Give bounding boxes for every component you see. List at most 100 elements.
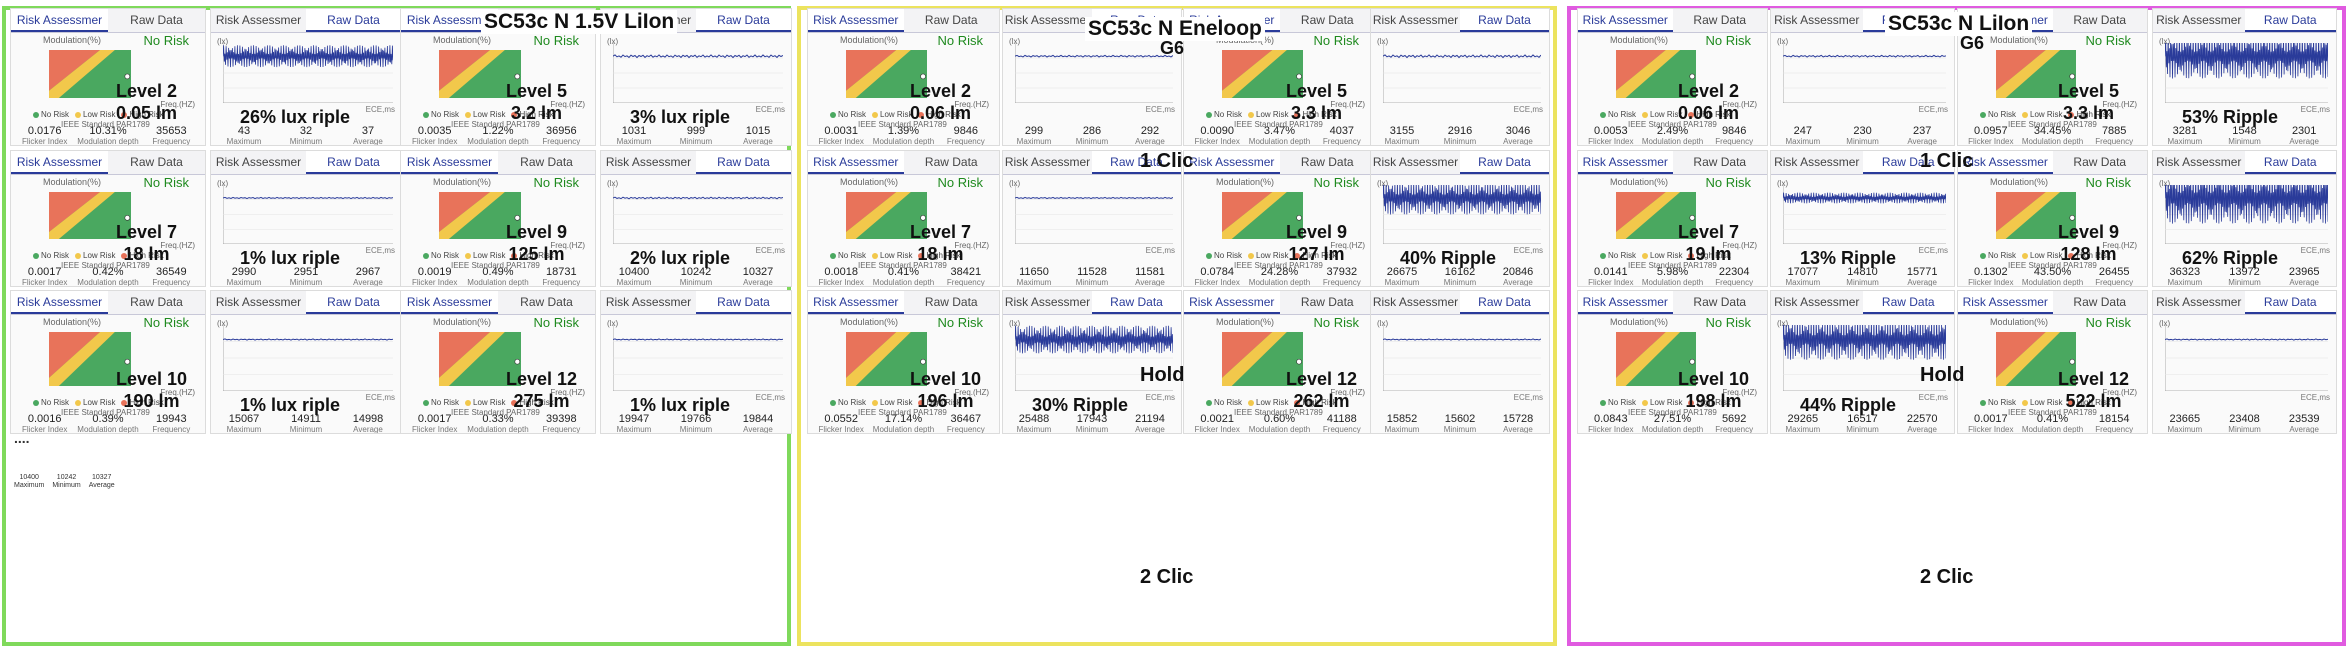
tab-risk-assessor[interactable]: Risk Assessmer xyxy=(605,295,692,309)
ripple-annotation: 13% Ripple xyxy=(1800,248,1897,268)
tab-raw-data[interactable]: Raw Data xyxy=(2244,151,2336,174)
tab-risk-assessor[interactable]: Risk Assessmer xyxy=(1184,291,1280,314)
tab-risk-assessor[interactable]: Risk Assessmer xyxy=(1774,13,1860,27)
tab-risk-assessor[interactable]: Risk Assessmer xyxy=(1372,155,1459,169)
tab-raw-data[interactable]: Raw Data xyxy=(1460,151,1549,174)
tab-raw-data[interactable]: Raw Data xyxy=(306,151,401,174)
tab-risk-assessor[interactable]: Risk Assessmer xyxy=(2156,155,2242,169)
stat-md: 0.41% Modulation depth xyxy=(872,266,934,286)
tab-risk-assessor[interactable]: Risk Assessmer xyxy=(1372,13,1459,27)
panel-tabs: Risk Assessmer Raw Data xyxy=(601,151,791,175)
stats-row: 0.0017 Flicker Index 0.41% Modulation depth… xyxy=(1960,413,2145,433)
legend-no: No Risk xyxy=(41,251,70,260)
tab-raw-data[interactable]: Raw Data xyxy=(696,291,791,314)
tab-raw-data[interactable]: Raw Data xyxy=(2073,295,2127,309)
tab-raw-data[interactable]: Raw Data xyxy=(1300,13,1354,27)
stat-freq: 22304 Frequency xyxy=(1703,266,1765,286)
tab-raw-data[interactable]: Raw Data xyxy=(1460,9,1549,32)
tab-raw-data[interactable]: Raw Data xyxy=(306,291,401,314)
tab-raw-data[interactable]: Raw Data xyxy=(1300,295,1354,309)
stat-fi: 0.0018 Flicker Index xyxy=(810,266,872,286)
tab-raw-data[interactable]: Raw Data xyxy=(1092,291,1181,314)
measurement-point xyxy=(124,215,131,221)
mini-stat: 10242 Minimum xyxy=(52,474,80,490)
tab-raw-data[interactable]: Raw Data xyxy=(1862,151,1954,174)
tab-risk-assessor[interactable]: Risk Assessmer xyxy=(215,295,302,309)
tab-raw-data[interactable]: Raw Data xyxy=(130,13,183,27)
tab-raw-data[interactable]: Raw Data xyxy=(1693,295,1747,309)
ripple-annotation: 44% Ripple xyxy=(1800,395,1897,415)
tab-raw-data[interactable]: Raw Data xyxy=(696,151,791,174)
tab-raw-data[interactable]: Raw Data xyxy=(1300,155,1354,169)
tab-raw-data[interactable]: Raw Data xyxy=(130,295,183,309)
legend-dot-low xyxy=(2022,111,2029,118)
tab-raw-data[interactable]: Raw Data xyxy=(2244,291,2336,314)
tab-risk-assessor[interactable]: Risk Assessmer xyxy=(11,291,108,314)
tab-raw-data[interactable]: Raw Data xyxy=(2073,155,2127,169)
tab-risk-assessor[interactable]: Risk Assessmer xyxy=(1958,291,2053,314)
tab-raw-data[interactable]: Raw Data xyxy=(1693,13,1747,27)
tab-raw-data[interactable]: Raw Data xyxy=(924,13,978,27)
tab-risk-assessor[interactable]: Risk Assessmer xyxy=(2156,13,2242,27)
tab-raw-data[interactable]: Raw Data xyxy=(2073,13,2127,27)
tab-risk-assessor[interactable]: Risk Assessmer xyxy=(1372,295,1459,309)
tab-risk-assessor[interactable]: Risk Assessmer xyxy=(11,151,108,174)
tab-risk-assessor[interactable]: Risk Assessmer xyxy=(2156,295,2242,309)
tab-raw-data[interactable]: Raw Data xyxy=(924,295,978,309)
risk-assessor-panel: Risk Assessmer Raw Data Modulation(%) No Ri… xyxy=(1577,150,1768,287)
stat-fi: 0.0017 Flicker Index xyxy=(403,413,466,433)
tab-raw-data[interactable]: Raw Data xyxy=(2244,9,2336,32)
tab-risk-assessor[interactable]: Risk Assessmer xyxy=(1774,295,1860,309)
tab-risk-assessor[interactable]: Risk Assessmer xyxy=(401,9,498,32)
stats-row: 26675 Maximum 16162 Minimum 20846 Average xyxy=(1373,266,1547,286)
tab-risk-assessor[interactable]: Risk Assessmer xyxy=(1004,13,1091,27)
stat-fi: 0.0035 Flicker Index xyxy=(403,125,466,145)
stat-avg: 2301 Average xyxy=(2274,125,2334,145)
tab-risk-assessor[interactable]: Risk Assessmer xyxy=(1774,155,1860,169)
stat-label: Maximum xyxy=(616,425,652,434)
stat-value: 3.47% xyxy=(1263,125,1296,137)
stat-md: 17.14% Modulation depth xyxy=(872,413,934,433)
tab-risk-assessor[interactable]: Risk Assessmer xyxy=(215,13,302,27)
tab-risk-assessor[interactable]: Risk Assessmer xyxy=(1004,155,1091,169)
tab-risk-assessor[interactable]: Risk Assessmer xyxy=(11,9,108,32)
legend-dot-high xyxy=(918,111,925,118)
stat-value: 299 xyxy=(1024,125,1044,137)
legend-dot-no xyxy=(1206,111,1212,118)
tab-raw-data[interactable]: Raw Data xyxy=(520,155,573,169)
tab-raw-data[interactable]: Raw Data xyxy=(1862,291,1954,314)
tab-raw-data[interactable]: Raw Data xyxy=(1693,155,1747,169)
legend-no: No Risk xyxy=(1988,251,2017,260)
tab-risk-assessor[interactable]: Risk Assessmer xyxy=(808,291,904,314)
tab-risk-assessor[interactable]: Risk Assessmer xyxy=(605,155,692,169)
tab-raw-data[interactable]: Raw Data xyxy=(924,155,978,169)
tab-risk-assessor[interactable]: Risk Assessmer xyxy=(401,291,498,314)
tab-raw-data[interactable]: Raw Data xyxy=(520,295,573,309)
stat-avg: 1015 Average xyxy=(727,125,789,145)
measurement-point xyxy=(1689,215,1696,221)
tab-raw-data[interactable]: Raw Data xyxy=(130,155,183,169)
tab-risk-assessor[interactable]: Risk Assessmer xyxy=(808,151,904,174)
stat-label: Average xyxy=(2289,425,2319,434)
stat-value: 16162 xyxy=(1444,266,1476,278)
tab-raw-data[interactable]: Raw Data xyxy=(1460,291,1549,314)
legend-dot-no xyxy=(423,111,429,118)
tab-raw-data[interactable]: Raw Data xyxy=(306,9,401,32)
tab-raw-data[interactable]: Raw Data xyxy=(696,9,791,32)
tab-raw-data[interactable]: Raw Data xyxy=(1092,151,1181,174)
tab-risk-assessor[interactable]: Risk Assessmer xyxy=(215,155,302,169)
lux-unit-label: (lx) xyxy=(1377,179,1389,188)
tab-risk-assessor[interactable]: Risk Assessmer xyxy=(1578,9,1673,32)
tab-risk-assessor[interactable]: Risk Assessmer xyxy=(1578,291,1673,314)
legend-no: No Risk xyxy=(1214,398,1243,407)
tab-risk-assessor[interactable]: Risk Assessmer xyxy=(1958,151,2053,174)
tab-risk-assessor[interactable]: Risk Assessmer xyxy=(1184,151,1280,174)
tab-risk-assessor[interactable]: Risk Assessmer xyxy=(401,151,498,174)
tab-risk-assessor[interactable]: Risk Assessmer xyxy=(1578,151,1673,174)
stat-avg: 11581 Average xyxy=(1121,266,1179,286)
stat-value: 11528 xyxy=(1077,266,1107,278)
tab-risk-assessor[interactable]: Risk Assessmer xyxy=(1004,295,1091,309)
tab-risk-assessor[interactable]: Risk Assessmer xyxy=(808,9,904,32)
